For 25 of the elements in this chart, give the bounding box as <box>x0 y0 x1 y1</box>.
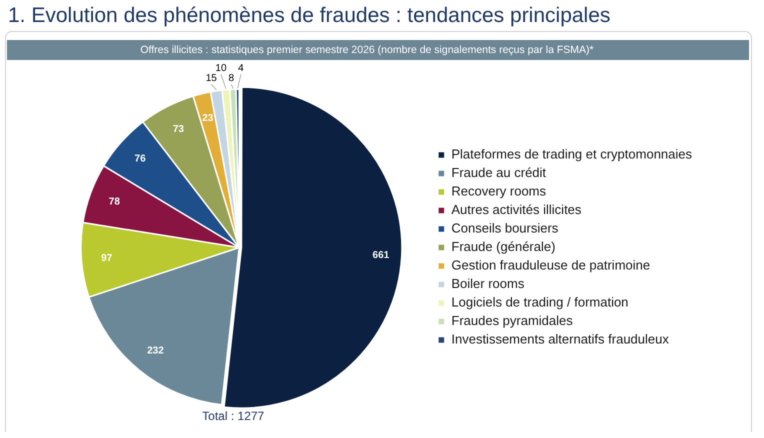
legend-label: Boiler rooms <box>451 276 525 292</box>
data-label: 8 <box>228 73 235 84</box>
legend-label: Fraude au crédit <box>451 165 546 180</box>
legend-label: Investissements alternatifs frauduleux <box>451 332 670 347</box>
data-label: 78 <box>108 196 120 208</box>
text: Total : 1277 <box>202 408 264 423</box>
data-label: 97 <box>101 252 113 264</box>
data-label: 661 <box>372 250 390 262</box>
chart-subtitle: Offres illicites : statistiques premier semestre 2026 (nombre de signalements reçus par la FSMA)* <box>7 40 749 60</box>
legend-label: Fraude (générale) <box>451 239 556 254</box>
chart-title: 1. Evolution des phénomènes de fraudes : tendances principales <box>8 4 610 28</box>
data-label: 4 <box>238 63 244 74</box>
legend-label: Logiciels de trading / formation <box>451 294 628 310</box>
legend-label: Recovery rooms <box>451 184 547 199</box>
data-label: 23 <box>202 113 214 124</box>
data-label: 15 <box>206 73 218 84</box>
legend-label: Gestion frauduleuse de patrimoine <box>451 258 650 273</box>
legend-label: Autres activités illicites <box>451 202 582 218</box>
legend-label: Conseils boursiers <box>451 220 559 236</box>
data-label: 232 <box>147 345 164 356</box>
data-label: 76 <box>134 154 146 165</box>
legend-label: Fraudes pyramidales <box>451 313 574 328</box>
data-label: 10 <box>215 63 227 74</box>
data-label: 73 <box>172 124 184 136</box>
legend-label: Plateformes de trading et cryptomonnaies <box>451 146 692 162</box>
